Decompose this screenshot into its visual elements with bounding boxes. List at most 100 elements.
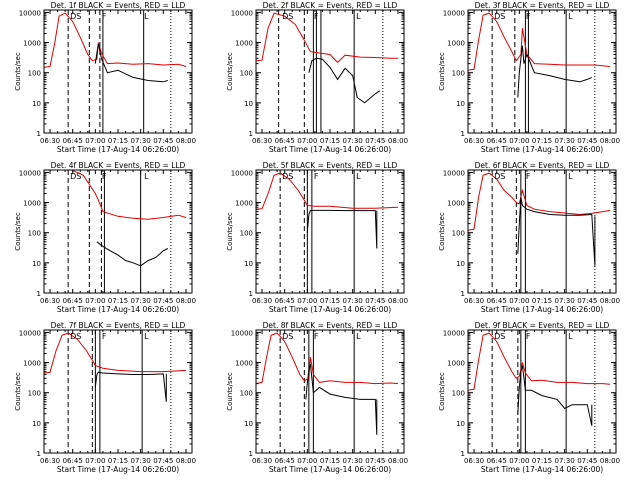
x-tick-label: 07:30 <box>131 137 151 145</box>
y-axis-label: Counts/sec <box>226 52 234 91</box>
y-axis-label: Counts/sec <box>226 212 234 251</box>
series-line-lld <box>256 12 398 64</box>
x-tick-label: 07:45 <box>365 137 385 145</box>
x-tick-label: 07:30 <box>131 457 151 465</box>
event-marker-label: D <box>70 12 76 21</box>
y-tick-label: 10 <box>244 100 253 108</box>
event-marker-label: F <box>314 332 319 341</box>
y-tick-label: 10 <box>244 260 253 268</box>
event-marker-label: L <box>144 172 149 181</box>
x-tick-label: 07:00 <box>509 297 529 305</box>
event-marker-label: D <box>494 12 500 21</box>
x-tick-label: 06:45 <box>275 137 295 145</box>
event-marker-label: F <box>102 12 107 21</box>
y-tick-label: 100 <box>452 390 465 398</box>
series-line-events <box>517 365 593 426</box>
x-tick-label: 06:30 <box>40 457 60 465</box>
chart-panel-2: 1 10 100 1000 10000 06:30 06:45 07:00 07:15 07:30… <box>226 1 408 154</box>
y-tick-label: 1 <box>37 290 41 298</box>
y-tick-label: 1000 <box>447 360 465 368</box>
chart-title: Det. 3f BLACK = Events, RED = LLD <box>475 1 610 10</box>
event-marker-label: D <box>282 172 288 181</box>
y-tick-label: 100 <box>240 230 253 238</box>
series-line-events <box>517 45 593 98</box>
y-tick-label: 1000 <box>447 40 465 48</box>
y-axis-label: Counts/sec <box>14 372 22 411</box>
plot-frame <box>255 329 405 454</box>
x-tick-label: 07:45 <box>577 137 597 145</box>
x-tick-label: 06:45 <box>275 297 295 305</box>
y-axis-label: Counts/sec <box>14 52 22 91</box>
y-tick-label: 10000 <box>443 329 465 337</box>
x-tick-label: 06:30 <box>252 137 272 145</box>
chart-panel-4: 1 10 100 1000 10000 06:30 06:45 07:00 07:15 07:30… <box>14 161 196 314</box>
y-tick-label: 10000 <box>19 329 41 337</box>
x-tick-label: 07:30 <box>555 457 575 465</box>
y-tick-label: 100 <box>28 230 41 238</box>
x-tick-label: 07:15 <box>532 297 552 305</box>
event-marker-label: D <box>70 172 76 181</box>
chart-panel-8: 1 10 100 1000 10000 06:30 06:45 07:00 07:15 07:30… <box>226 321 408 474</box>
y-tick-label: 10 <box>456 420 465 428</box>
y-tick-label: 10000 <box>231 329 253 337</box>
x-tick-label: 08:00 <box>388 297 408 305</box>
event-marker-label: L <box>568 12 573 21</box>
y-tick-label: 1000 <box>235 200 253 208</box>
x-tick-label: 07:45 <box>153 297 173 305</box>
event-marker-label: F <box>102 332 107 341</box>
x-axis-label: Start Time (17-Aug-14 06:26:00) <box>269 465 391 474</box>
y-tick-label: 1 <box>249 290 253 298</box>
event-marker-label: S <box>500 332 505 341</box>
y-axis-label: Counts/sec <box>14 212 22 251</box>
y-tick-label: 10 <box>244 420 253 428</box>
x-tick-label: 06:45 <box>63 137 83 145</box>
event-marker-label: F <box>102 172 107 181</box>
y-tick-label: 1 <box>461 130 465 138</box>
plot-frame <box>43 169 193 294</box>
x-tick-label: 07:45 <box>365 297 385 305</box>
event-marker-label: S <box>288 332 293 341</box>
y-tick-label: 10 <box>32 100 41 108</box>
event-marker-label: S <box>76 172 81 181</box>
event-marker-label: F <box>526 172 531 181</box>
y-tick-label: 1000 <box>235 40 253 48</box>
event-marker-label: L <box>144 12 149 21</box>
chart-title: Det. 5f BLACK = Events, RED = LLD <box>263 161 398 170</box>
x-tick-label: 08:00 <box>176 137 196 145</box>
y-tick-label: 100 <box>452 70 465 78</box>
x-tick-label: 06:30 <box>464 137 484 145</box>
y-tick-label: 10000 <box>19 9 41 17</box>
x-tick-label: 06:30 <box>252 457 272 465</box>
chart-title: Det. 9f BLACK = Events, RED = LLD <box>475 321 610 330</box>
y-tick-label: 1000 <box>23 360 41 368</box>
event-marker-label: L <box>356 172 361 181</box>
y-tick-label: 1 <box>249 130 253 138</box>
chart-title: Det. 2f BLACK = Events, RED = LLD <box>263 1 398 10</box>
series-line-lld <box>71 170 187 220</box>
event-marker-label: S <box>76 332 81 341</box>
event-marker-label: L <box>568 172 573 181</box>
x-tick-label: 06:30 <box>464 297 484 305</box>
y-tick-label: 10 <box>456 260 465 268</box>
y-tick-label: 100 <box>240 70 253 78</box>
y-tick-label: 1 <box>249 450 253 458</box>
x-tick-label: 07:15 <box>532 137 552 145</box>
plot-frame <box>467 169 617 294</box>
x-axis-label: Start Time (17-Aug-14 06:26:00) <box>481 145 603 154</box>
x-tick-label: 06:45 <box>487 297 507 305</box>
x-tick-label: 08:00 <box>600 137 620 145</box>
series-line-lld <box>468 12 611 71</box>
y-axis-label: Counts/sec <box>438 52 446 91</box>
series-line-events <box>96 241 169 267</box>
event-marker-label: F <box>526 12 531 21</box>
chart-title: Det. 1f BLACK = Events, RED = LLD <box>51 1 186 10</box>
plot-frame <box>43 329 193 454</box>
x-tick-label: 06:45 <box>487 457 507 465</box>
x-tick-label: 07:30 <box>343 137 363 145</box>
x-tick-label: 08:00 <box>600 297 620 305</box>
chart-title: Det. 7f BLACK = Events, RED = LLD <box>51 321 186 330</box>
series-line-events <box>517 197 596 266</box>
y-tick-label: 1 <box>37 130 41 138</box>
x-tick-label: 06:45 <box>487 137 507 145</box>
